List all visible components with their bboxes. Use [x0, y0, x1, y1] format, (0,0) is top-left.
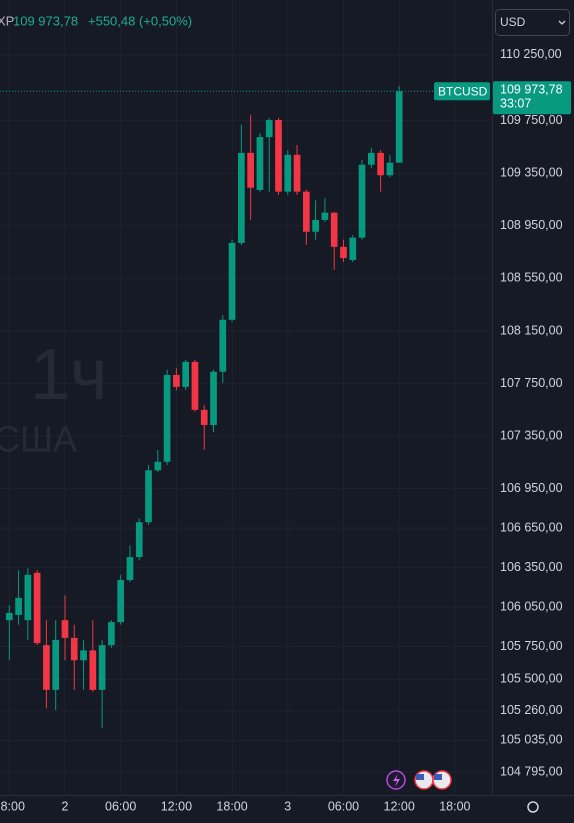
- y-tick-label: 108 550,00: [500, 271, 563, 285]
- candle-body: [70, 637, 78, 661]
- candle-body: [89, 650, 97, 690]
- candle-body: [302, 191, 310, 232]
- candle-body: [247, 152, 254, 188]
- candle-body: [126, 557, 134, 581]
- candle-body: [24, 574, 32, 621]
- flag-canton: [416, 774, 424, 780]
- y-tick-label: 106 650,00: [500, 520, 563, 534]
- candle-body: [80, 650, 87, 661]
- x-tick-label: 18:00: [0, 799, 25, 813]
- candle-body: [15, 597, 22, 615]
- candle-body: [321, 212, 329, 220]
- plot-area: [0, 0, 492, 795]
- currency-label: USD: [500, 15, 526, 29]
- y-tick-label: 105 750,00: [500, 639, 563, 653]
- y-tick-label: 106 950,00: [500, 481, 563, 495]
- y-tick-label: 108 150,00: [500, 323, 563, 337]
- candle-body: [349, 237, 357, 261]
- x-tick-label: 2: [62, 799, 69, 813]
- candle-body: [367, 152, 375, 165]
- header-change: +550,48 (+0,50%): [88, 13, 192, 28]
- candle-body: [52, 639, 60, 690]
- symbol-badge: [434, 82, 490, 101]
- y-tick-label: 106 050,00: [500, 599, 563, 613]
- candle-body: [5, 612, 13, 621]
- candle-body: [358, 164, 366, 238]
- dropdown-arrow: [558, 20, 566, 25]
- candle-body: [340, 246, 347, 259]
- y-tick-label: 109 750,00: [500, 113, 563, 127]
- candle-body: [330, 212, 338, 247]
- candle-body: [265, 120, 273, 138]
- candle-body: [108, 622, 115, 646]
- candle-body: [135, 522, 143, 558]
- candle-body: [173, 375, 180, 387]
- header-price: 109 973,78: [13, 13, 78, 28]
- currency-select[interactable]: [495, 9, 570, 36]
- candle-body: [275, 120, 282, 192]
- y-tick-label: 110 250,00: [500, 47, 562, 61]
- settings-icon[interactable]: [527, 801, 539, 813]
- candle-body: [312, 219, 319, 232]
- x-tick-label: 18:00: [216, 799, 247, 813]
- x-tick-label: 06:00: [328, 799, 359, 813]
- symbol-label: BTCUSD: [438, 84, 488, 98]
- price-badge: [493, 81, 571, 115]
- candle-body: [191, 361, 199, 410]
- candle-body: [154, 461, 162, 471]
- candle-body: [163, 375, 171, 462]
- candle-body: [33, 572, 41, 644]
- candle-body: [117, 580, 125, 623]
- candle-body: [293, 154, 301, 192]
- x-tick-label: 12:00: [161, 799, 192, 813]
- y-tick-label: 108 950,00: [500, 218, 563, 232]
- countdown-label: 33:07: [500, 97, 531, 111]
- candle-body: [182, 361, 190, 387]
- watermark-interval: 1ч: [30, 335, 108, 415]
- candle-body: [61, 620, 69, 638]
- candle-body: [395, 91, 403, 163]
- y-tick-label: 105 500,00: [500, 672, 563, 686]
- candle-body: [228, 242, 236, 320]
- y-tick-label: 109 350,00: [500, 166, 563, 180]
- candle-body: [210, 371, 217, 425]
- lightning-glyph: [393, 774, 400, 787]
- candle-body: [43, 645, 50, 690]
- y-tick-label: 105 035,00: [500, 733, 563, 747]
- candle-body: [200, 409, 208, 425]
- candle-body: [98, 645, 106, 690]
- candle-body: [256, 137, 264, 190]
- candle-body: [377, 152, 384, 176]
- candle-body: [238, 152, 245, 243]
- y-tick-label: 104 795,00: [500, 764, 563, 778]
- flag-canton: [434, 774, 442, 780]
- candle-body: [145, 470, 152, 523]
- y-tick-label: 107 350,00: [500, 428, 563, 442]
- price-label: 109 973,78: [500, 83, 563, 97]
- y-tick-label: 106 350,00: [500, 560, 563, 574]
- x-tick-label: 06:00: [105, 799, 136, 813]
- x-tick-label: 3: [284, 799, 291, 813]
- candle-body: [219, 319, 227, 372]
- y-tick-label: 105 260,00: [500, 703, 563, 717]
- y-tick-label: 107 750,00: [500, 376, 563, 390]
- watermark-region: США: [0, 419, 77, 460]
- x-tick-label: 18:00: [439, 799, 470, 813]
- symbol: XP: [0, 13, 14, 28]
- x-tick-label: 12:00: [384, 799, 415, 813]
- candle-body: [284, 154, 292, 192]
- candle-body: [386, 162, 394, 176]
